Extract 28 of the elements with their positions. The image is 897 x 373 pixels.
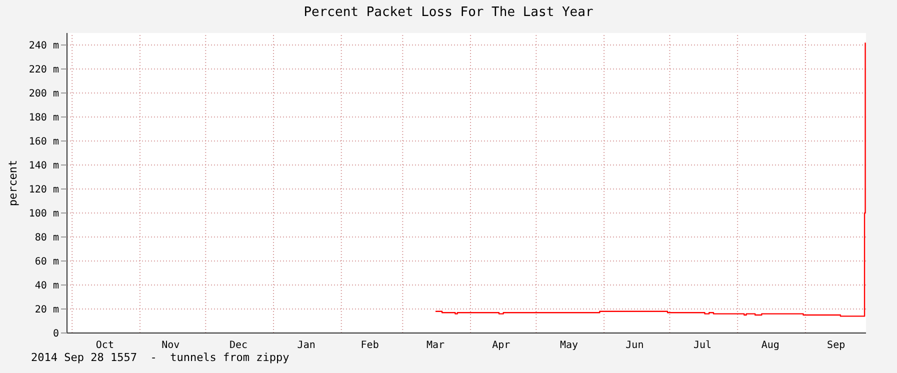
chart-title: Percent Packet Loss For The Last Year (302, 5, 594, 20)
text: 2014 Sep 28 1557 - tunnels from zippy (31, 351, 290, 364)
y-tick-label: 180 m (28, 112, 59, 124)
y-tick-label: 100 m (28, 208, 59, 220)
x-tick-label: Sep (827, 340, 846, 352)
y-tick-label: 220 m (28, 64, 59, 76)
y-tick-label: 160 m (28, 136, 59, 148)
x-tick-label: Jul (694, 340, 712, 352)
x-tick-label: Jan (297, 340, 316, 352)
y-tick-label: 40 m (34, 280, 59, 292)
y-tick-label: 120 m (28, 184, 59, 196)
x-tick-label: Dec (229, 340, 248, 352)
y-tick-label: 240 m (28, 40, 59, 52)
x-tick-label: Feb (360, 340, 379, 352)
x-tick-label: Apr (492, 340, 510, 352)
x-tick-label: Jun (626, 340, 644, 352)
y-tick-label: 20 m (34, 304, 59, 316)
x-tick-label: Mar (426, 340, 445, 352)
x-tick-label: May (560, 340, 578, 352)
y-tick-label: 200 m (28, 88, 59, 100)
y-axis-title: percent (6, 160, 20, 206)
y-tick-label: 60 m (34, 256, 59, 268)
x-tick-label: Aug (761, 340, 780, 352)
y-tick-label: 0 (52, 328, 59, 340)
x-tick-label: Oct (96, 340, 114, 352)
x-tick-label: Nov (162, 340, 180, 352)
y-tick-label: 80 m (34, 232, 59, 244)
y-tick-label: 140 m (28, 160, 59, 172)
